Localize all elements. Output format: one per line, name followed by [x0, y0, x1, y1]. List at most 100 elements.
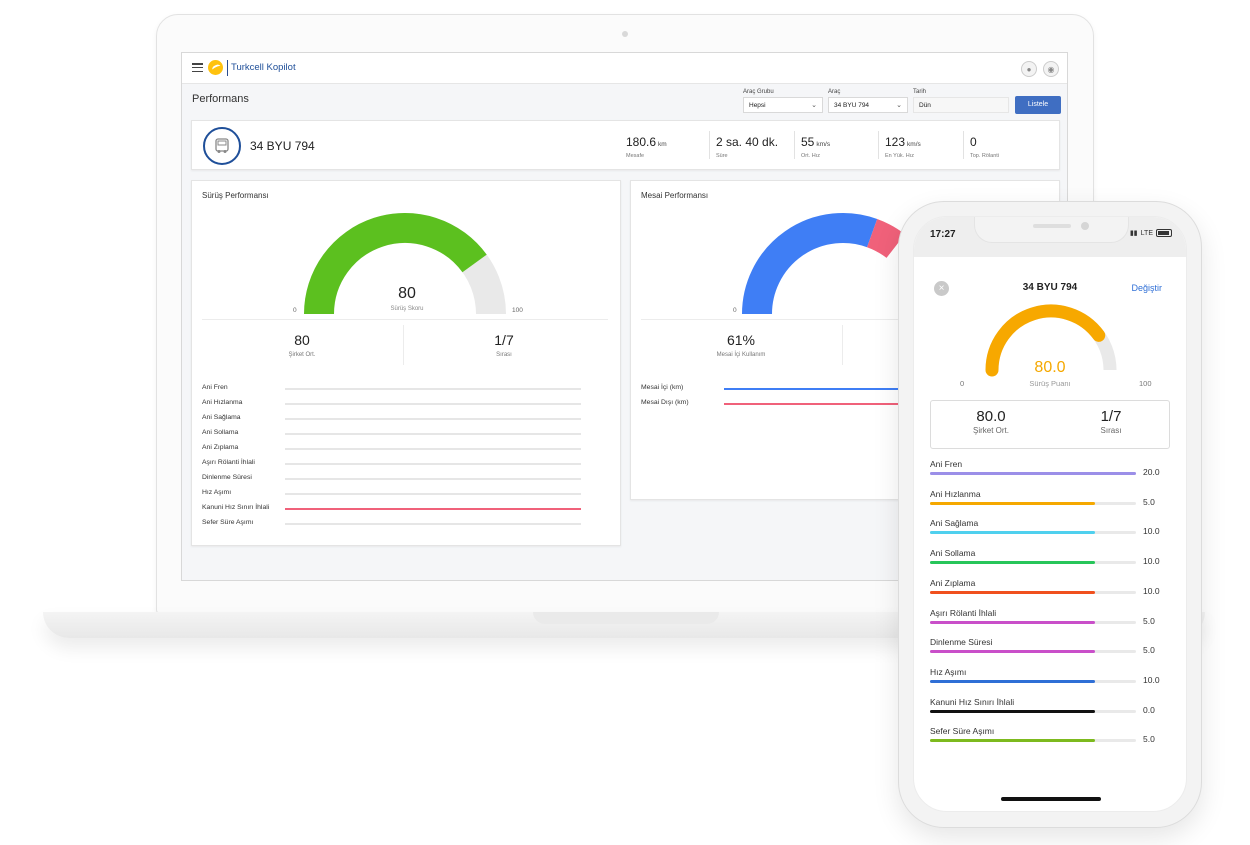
metric-bar-track — [285, 463, 581, 465]
metric-bar-fill — [724, 403, 902, 405]
metric-name: Kanuni Hız Sınırı İhlali — [930, 696, 1015, 707]
metric-bar-track — [285, 403, 581, 405]
phone-plate: 34 BYU 794 — [1022, 282, 1078, 293]
stat-value: 123 — [885, 135, 906, 149]
stat-unit: km/s — [907, 141, 921, 148]
chevron-down-icon: ⌄ — [896, 102, 902, 109]
divider — [878, 131, 879, 159]
metric-row: Ani Hızlanma 5.0 — [930, 489, 1170, 517]
divider — [709, 131, 710, 159]
status-indicators: ▮▮ LTE — [1130, 229, 1172, 237]
metric-row: Aşırı Rölanti İhlali — [202, 459, 582, 474]
overtime-gauge — [742, 213, 905, 315]
chevron-down-icon: ⌄ — [811, 102, 817, 109]
stat-avg-speed: 55 km/s Ort. Hız — [801, 133, 830, 159]
metric-bar-track — [724, 388, 1020, 390]
metric-row: Mesai Dışı (km) — [641, 399, 1021, 414]
metric-value: 10.0 — [1143, 526, 1160, 537]
metric-value: 5.0 — [1143, 734, 1155, 745]
usage-label: Mesai İçi Kullanım — [716, 352, 766, 358]
metric-name: Aşırı Rölanti İhlali — [930, 607, 997, 618]
stat-unit: km — [658, 141, 667, 148]
metric-bar-track — [285, 418, 581, 420]
metric-row: Sefer Süre Aşımı 5.0 — [930, 726, 1170, 754]
metric-bar-track — [930, 650, 1136, 654]
top-bar: Turkcell Kopilot ● ◉ — [182, 53, 1067, 84]
page-title: Performans — [192, 93, 249, 105]
metric-bar-fill — [930, 739, 1095, 743]
gauge-min-label: 0 — [293, 307, 297, 314]
metric-row: Hız Aşımı 10.0 — [930, 667, 1170, 695]
stat-value: 2 sa. 40 dk. — [716, 135, 779, 149]
metric-name: Ani Fren — [202, 384, 228, 391]
metric-row: Ani Zıplama — [202, 444, 582, 459]
divider — [641, 319, 1047, 320]
vehicle-group-select[interactable]: Hepsi ⌄ — [743, 97, 823, 113]
rank-label: Sırası — [496, 352, 512, 358]
metric-name: Ani Fren — [930, 459, 963, 469]
company-avg: 80.0 Şirket Ort. — [931, 408, 1051, 435]
metric-bar-track — [285, 478, 581, 480]
metric-name: Ani Sağlama — [930, 518, 979, 529]
vehicle-select[interactable]: 34 BYU 794 ⌄ — [828, 97, 908, 113]
metric-bar-track — [285, 523, 581, 525]
metric-name: Ani Hızlanma — [930, 488, 981, 499]
metric-bar-track — [930, 709, 1136, 713]
change-vehicle-link[interactable]: Değiştir — [1131, 283, 1162, 293]
metric-bar-fill — [930, 501, 1095, 505]
metric-row: Ani Sollama 10.0 — [930, 548, 1170, 576]
metric-bar-track — [930, 739, 1136, 743]
metric-bar-fill — [930, 531, 1095, 535]
laptop-camera — [622, 31, 628, 37]
metric-name: Sefer Süre Aşımı — [930, 726, 995, 737]
metric-row: Ani Sollama — [202, 429, 582, 444]
list-button[interactable]: Listele — [1015, 96, 1061, 114]
close-icon[interactable]: × — [934, 281, 949, 296]
driving-score-gauge — [304, 213, 506, 315]
metric-bar-fill — [930, 650, 1095, 654]
vehicle-value: 34 BYU 794 — [834, 102, 870, 109]
gauge-max-label: 100 — [1139, 379, 1152, 388]
vehicle-plate: 34 BYU 794 — [250, 139, 315, 153]
metric-bar-track — [285, 388, 581, 390]
gauge-fill — [304, 213, 487, 315]
company-avg-value: 80 — [294, 332, 310, 348]
phone-score-label: Sürüş Puanı — [1029, 379, 1071, 388]
divider — [842, 325, 843, 365]
metric-name: Hız Aşımı — [202, 489, 232, 496]
metric-row: Aşırı Rölanti İhlali 5.0 — [930, 608, 1170, 636]
metric-name: Aşırı Rölanti İhlali — [202, 459, 255, 466]
home-indicator[interactable] — [1001, 797, 1101, 801]
metric-value: 5.0 — [1143, 496, 1155, 507]
phone-score-gauge — [985, 304, 1117, 377]
metric-name: Hız Aşımı — [930, 666, 967, 677]
date-value: Dün — [919, 102, 931, 109]
metric-value: 5.0 — [1143, 615, 1155, 626]
date-field[interactable]: Dün — [913, 97, 1009, 113]
notification-bell-icon[interactable]: ● — [1021, 61, 1037, 77]
company-avg-label: Şirket Ort. — [972, 426, 1009, 435]
phone-notch — [974, 217, 1129, 243]
stat-label: Mesafe — [626, 153, 645, 159]
company-avg-label: Şirket Ort. — [288, 352, 316, 358]
metric-row: Ani Zıplama 10.0 — [930, 578, 1170, 606]
gauge-out-hours-fill — [866, 218, 905, 259]
metric-bar-fill — [930, 561, 1095, 565]
truck-icon — [203, 127, 241, 165]
user-profile-icon[interactable]: ◉ — [1043, 61, 1059, 77]
metric-bar-track — [930, 531, 1136, 535]
phone-score-value: 80.0 — [1034, 359, 1066, 376]
panel-title: Mesai Performansı — [641, 191, 709, 200]
rank: 1/7 Sırası — [1051, 408, 1171, 435]
gauge-max-label: 100 — [512, 307, 523, 314]
divider — [202, 319, 608, 320]
menu-icon[interactable] — [192, 63, 203, 73]
status-time: 17:27 — [930, 229, 956, 240]
divider — [403, 325, 404, 365]
stat-unit: km/s — [816, 141, 831, 148]
gauge-in-hours-fill — [742, 213, 878, 315]
vehicle-group-label: Araç Grubu — [743, 89, 774, 95]
rank-value: 1/7 — [1100, 408, 1122, 425]
laptop-notch — [533, 612, 719, 624]
stat-value: 55 — [801, 135, 815, 149]
